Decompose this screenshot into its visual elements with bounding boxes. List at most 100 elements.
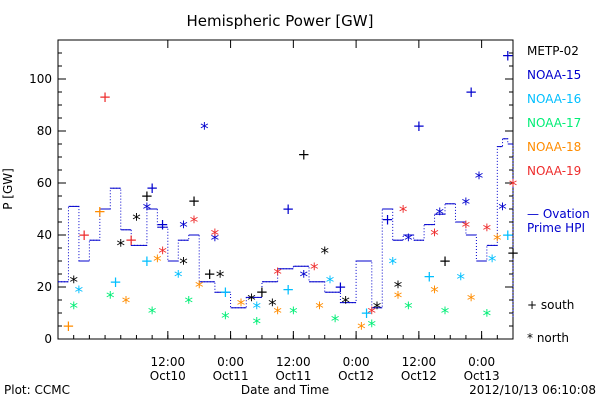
data-point-noaa-16: * bbox=[456, 270, 465, 290]
legend-entry-noaa-16: NOAA-16 bbox=[527, 92, 581, 106]
data-point-noaa-18: * bbox=[493, 231, 502, 251]
data-point-metp-02: + bbox=[141, 187, 154, 205]
y-tick-label: 0 bbox=[44, 332, 52, 346]
data-point-noaa-16: + bbox=[219, 283, 232, 301]
x-tick-date-label: Oct10 bbox=[150, 369, 186, 383]
y-axis: 0 20 40 60 80 100 bbox=[29, 52, 513, 346]
data-point-metp-02: * bbox=[117, 236, 126, 256]
data-point-metp-02: + bbox=[298, 145, 311, 163]
y-tick-label: 80 bbox=[37, 124, 52, 138]
data-point-noaa-18: * bbox=[394, 288, 403, 308]
data-point-noaa-15: + bbox=[282, 200, 295, 218]
data-point-noaa-19: * bbox=[509, 177, 518, 197]
data-point-noaa-16: + bbox=[109, 273, 122, 291]
data-point-noaa-18: * bbox=[430, 283, 439, 303]
x-tick-date-label: Oct11 bbox=[213, 369, 249, 383]
data-point-noaa-15: * bbox=[436, 205, 445, 225]
footer-credit: Plot: CCMC bbox=[4, 383, 70, 397]
data-point-metp-02: * bbox=[341, 294, 350, 314]
data-point-noaa-19: + bbox=[78, 226, 91, 244]
data-point-noaa-16: + bbox=[501, 226, 514, 244]
x-tick-time-label: 0:00 bbox=[468, 355, 495, 369]
y-axis-label: P [GW] bbox=[1, 168, 15, 210]
data-point-noaa-16: * bbox=[388, 255, 397, 275]
data-point-noaa-18: * bbox=[195, 278, 204, 298]
plot-frame bbox=[57, 39, 514, 340]
data-point-noaa-17: * bbox=[184, 294, 193, 314]
data-point-metp-02: * bbox=[394, 278, 403, 298]
data-point-noaa-16: + bbox=[141, 252, 154, 270]
data-point-metp-02: * bbox=[268, 296, 277, 316]
data-point-noaa-19: * bbox=[310, 260, 319, 280]
x-tick-date-label: Oct13 bbox=[464, 369, 500, 383]
data-point-noaa-18: + bbox=[62, 317, 75, 335]
data-point-noaa-16: * bbox=[252, 299, 261, 319]
north-marker-legend: * north bbox=[527, 331, 569, 345]
data-point-noaa-15: * bbox=[300, 268, 309, 288]
data-point-metp-02: * bbox=[69, 273, 78, 293]
data-point-noaa-15: * bbox=[200, 119, 209, 139]
y-tick-label: 100 bbox=[29, 72, 52, 86]
legend-entry-noaa-15: NOAA-15 bbox=[527, 68, 581, 82]
data-point-noaa-19: * bbox=[273, 265, 282, 285]
data-point-metp-02: + bbox=[507, 244, 520, 262]
data-point-metp-02: * bbox=[247, 291, 256, 311]
data-point-metp-02: * bbox=[132, 210, 141, 230]
legend-entry-noaa-18: NOAA-18 bbox=[527, 140, 581, 154]
ovation-legend-label-2: Prime HPI bbox=[527, 221, 585, 235]
data-point-noaa-15: * bbox=[475, 169, 484, 189]
data-point-noaa-17: * bbox=[441, 304, 450, 324]
data-point-noaa-15: + bbox=[334, 278, 347, 296]
x-tick-time-label: 12:00 bbox=[151, 355, 186, 369]
data-point-noaa-17: * bbox=[106, 288, 115, 308]
data-point-noaa-19: + bbox=[125, 231, 138, 249]
data-point-noaa-19: + bbox=[99, 88, 112, 106]
x-axis: 12:00Oct100:00Oct1112:00Oct110:00Oct1212… bbox=[57, 40, 514, 383]
data-point-noaa-19: * bbox=[462, 218, 471, 238]
legend-entry-noaa-17: NOAA-17 bbox=[527, 116, 581, 130]
data-points: ***+*++ ** +*+** **+ +*++ ***+* ++*+**+**+*++*… bbox=[62, 47, 519, 340]
chart-title: Hemispheric Power [GW] bbox=[187, 12, 374, 30]
x-tick-date-label: Oct11 bbox=[275, 369, 311, 383]
data-point-noaa-15: * bbox=[498, 200, 507, 220]
data-point-noaa-18: + bbox=[94, 203, 107, 221]
data-point-noaa-16: * bbox=[488, 252, 497, 272]
data-point-noaa-17: * bbox=[483, 307, 492, 327]
data-point-noaa-19: * bbox=[399, 203, 408, 223]
x-tick-time-label: 0:00 bbox=[217, 355, 244, 369]
data-point-metp-02: * bbox=[179, 255, 188, 275]
data-point-noaa-17: * bbox=[331, 312, 340, 332]
data-point-noaa-17: * bbox=[368, 317, 377, 337]
data-point-noaa-17: * bbox=[69, 299, 78, 319]
x-tick-time-label: 12:00 bbox=[402, 355, 437, 369]
data-point-noaa-18: * bbox=[273, 304, 282, 324]
legend-entry-metp-02: METP-02 bbox=[527, 44, 579, 58]
data-point-noaa-18: * bbox=[467, 291, 476, 311]
data-point-metp-02: + bbox=[188, 192, 201, 210]
x-axis-label: Date and Time bbox=[241, 383, 329, 397]
data-point-noaa-15: * bbox=[179, 218, 188, 238]
x-tick-time-label: 0:00 bbox=[343, 355, 370, 369]
data-point-noaa-19: * bbox=[211, 226, 220, 246]
data-point-noaa-17: * bbox=[289, 304, 298, 324]
footer-timestamp: 2012/10/13 06:10:08 bbox=[469, 383, 596, 397]
ovation-hpi-line bbox=[58, 138, 514, 319]
data-point-metp-02: * bbox=[216, 268, 225, 288]
data-point-noaa-16: + bbox=[360, 304, 373, 322]
data-point-noaa-16: + bbox=[423, 268, 436, 286]
x-tick-time-label: 12:00 bbox=[276, 355, 311, 369]
y-tick-label: 20 bbox=[37, 280, 52, 294]
data-point-noaa-19: * bbox=[158, 244, 167, 264]
data-point-noaa-15: + bbox=[146, 179, 159, 197]
data-point-noaa-15: + bbox=[501, 47, 514, 65]
south-marker-legend: + south bbox=[527, 298, 574, 312]
data-point-noaa-18: * bbox=[237, 296, 246, 316]
data-point-metp-02: + bbox=[203, 265, 216, 283]
data-point-metp-02: * bbox=[320, 244, 329, 264]
legend-entry-noaa-19: NOAA-19 bbox=[527, 164, 581, 178]
data-point-noaa-18: * bbox=[122, 294, 131, 314]
y-tick-label: 40 bbox=[37, 228, 52, 242]
data-point-noaa-18: * bbox=[153, 252, 162, 272]
data-point-noaa-18: * bbox=[357, 320, 366, 340]
y-tick-label: 60 bbox=[37, 176, 52, 190]
